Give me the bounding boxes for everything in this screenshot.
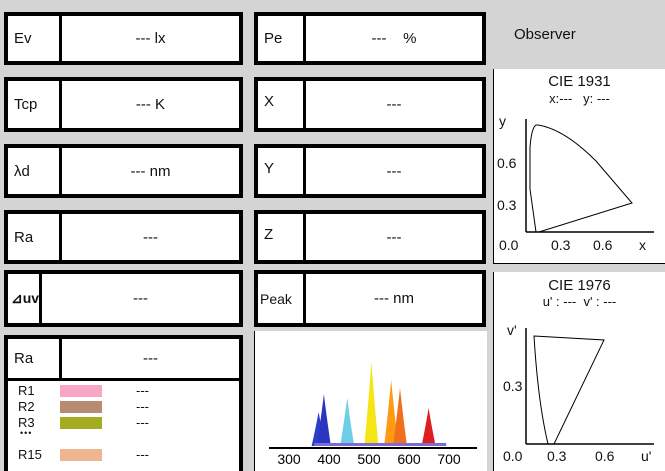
cie1976-panel: CIE 1976 u' : --- v' : --- v' 0.3 0.0 0.…	[493, 272, 665, 471]
dominant-wavelength-label: λd	[8, 148, 62, 194]
x-value: ---	[386, 96, 402, 113]
spectrum-x-tick: 300	[277, 451, 301, 467]
cie1976-y-tick: 0.3	[503, 378, 523, 394]
observer-header: Observer	[494, 12, 665, 60]
tcp-label: Tcp	[8, 81, 62, 128]
cie1976-locus	[533, 335, 605, 445]
cie1931-diagram	[525, 119, 654, 233]
ri-value: ---	[136, 447, 149, 462]
ri-label: R3	[18, 415, 35, 430]
z-label: Z	[258, 214, 306, 260]
spectrum-panel: 300 400 500 600 700	[254, 331, 487, 471]
cie1931-x-axis-label: x	[639, 237, 646, 253]
ri-ellipsis: •••	[20, 428, 33, 438]
spectrum-peak	[340, 398, 355, 446]
dominant-wavelength-cell: λd --- nm	[4, 144, 243, 198]
ri-value: ---	[136, 415, 149, 430]
x-cell: X ---	[254, 77, 486, 132]
cie1976-x-tick: 0.3	[547, 448, 567, 464]
cie1976-diagram	[525, 328, 654, 445]
ev-value: --- lx	[135, 30, 166, 47]
y-cell: Y ---	[254, 144, 486, 198]
ra-ri-cell: Ra --- R1 --- R2 --- R3 --- ••• R15 ---	[4, 335, 243, 471]
ri-row-r1: R1	[18, 383, 35, 398]
cie1976-readout: u' : --- v' : ---	[542, 294, 617, 309]
ri-swatch-r3	[60, 417, 102, 429]
ri-swatch-r1	[60, 385, 102, 397]
ra-label: Ra	[8, 214, 62, 260]
spectrum-x-tick: 500	[357, 451, 381, 467]
spectrum-x-tick: 700	[437, 451, 461, 467]
x-label: X	[258, 81, 306, 128]
ri-value: ---	[136, 383, 149, 398]
tcp-value: --- K	[135, 96, 166, 113]
cie1931-y-axis-label: y	[499, 113, 506, 129]
y-label: Y	[258, 148, 306, 194]
cie1931-x-tick: 0.3	[551, 237, 571, 253]
z-cell: Z ---	[254, 210, 486, 264]
ev-label: Ev	[8, 16, 62, 61]
cie1931-title: CIE 1931	[548, 73, 611, 90]
cie1976-y-axis-label: v'	[507, 322, 517, 338]
ri-label: R15	[18, 447, 42, 462]
observer-label: Observer	[514, 26, 576, 43]
spectrum-peak	[364, 362, 379, 446]
ri-row-r2: R2	[18, 399, 35, 414]
cie1976-x-axis-label: u'	[641, 448, 652, 464]
dominant-wavelength-value: --- nm	[130, 162, 171, 180]
ra-cell: Ra ---	[4, 210, 243, 264]
y-value: ---	[386, 162, 402, 180]
cie1931-y-tick: 0.3	[497, 197, 517, 213]
pe-value: --- %	[371, 30, 417, 47]
ri-label: R2	[18, 399, 35, 414]
ra-value: ---	[143, 228, 158, 246]
cie1931-locus	[529, 124, 633, 233]
ra-ri-value: ---	[143, 350, 158, 367]
ri-swatch-r15	[60, 449, 102, 461]
spectrum-peak	[421, 408, 436, 446]
pe-cell: Pe --- %	[254, 12, 486, 65]
spectrum-peak	[393, 388, 407, 446]
spectrum-chart: 300 400 500 600 700	[269, 362, 477, 467]
ri-separator	[8, 378, 239, 381]
pe-label: Pe	[258, 16, 306, 61]
z-value: ---	[386, 228, 402, 246]
peak-value: --- nm	[374, 290, 414, 307]
spectrum-x-tick: 600	[397, 451, 421, 467]
peak-label: Peak	[258, 274, 306, 323]
ri-row-r15: R15	[18, 447, 42, 462]
cie1976-title: CIE 1976	[548, 277, 611, 294]
peak-cell: Peak --- nm	[254, 270, 486, 327]
spectrum-peak	[384, 380, 399, 446]
cie1931-readout: x:--- y: ---	[549, 91, 610, 106]
tcp-cell: Tcp --- K	[4, 77, 243, 132]
duv-cell: ⊿uv ---	[4, 270, 243, 327]
spectrum-peak	[316, 394, 331, 446]
duv-label: ⊿uv	[8, 274, 42, 323]
ri-row-r3: R3	[18, 415, 35, 430]
cie1931-panel: CIE 1931 x:--- y: --- y 0.6 0.3 0.0 0.3 …	[493, 69, 665, 264]
duv-value: ---	[133, 290, 148, 307]
ri-swatch-r2	[60, 401, 102, 413]
ev-cell: Ev --- lx	[4, 12, 243, 65]
spectrum-x-tick: 400	[317, 451, 341, 467]
cie1931-x-tick: 0.6	[593, 237, 613, 253]
cie1931-x-tick: 0.0	[499, 237, 519, 253]
ri-value: ---	[136, 399, 149, 414]
cie1976-x-tick: 0.6	[595, 448, 615, 464]
ra-ri-label: Ra	[8, 339, 62, 378]
ri-label: R1	[18, 383, 35, 398]
cie1976-x-tick: 0.0	[503, 448, 523, 464]
cie1931-y-tick: 0.6	[497, 155, 517, 171]
spectrum-baseline-band	[314, 443, 447, 446]
